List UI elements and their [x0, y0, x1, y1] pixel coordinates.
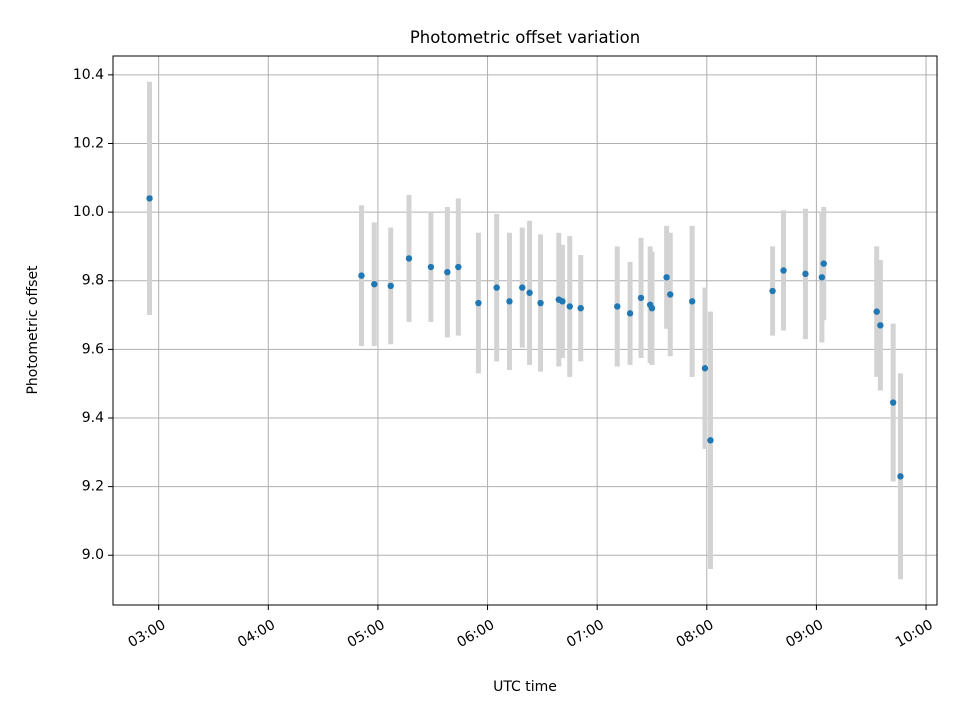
- data-point: [358, 272, 365, 279]
- y-tick-label: 9.8: [82, 273, 104, 289]
- y-tick-label: 10.0: [73, 204, 104, 220]
- data-point: [667, 291, 674, 298]
- data-point: [626, 310, 634, 317]
- data-point: [146, 195, 153, 202]
- data-point: [559, 298, 566, 305]
- y-tick-label: 9.0: [82, 547, 104, 563]
- data-point: [897, 473, 904, 480]
- data-point: [769, 287, 776, 295]
- data-point: [802, 270, 809, 278]
- plot-frame: [112, 55, 938, 606]
- data-point: [873, 308, 880, 315]
- x-tick-label: 05:00: [345, 617, 388, 651]
- data-point: [493, 284, 500, 291]
- data-point: [537, 299, 544, 307]
- x-axis: 03:00 04:00 05:00 06:00 07:00 08:00 09:00 10:00: [126, 605, 936, 651]
- data-point: [663, 274, 670, 281]
- data-point: [455, 263, 462, 271]
- data-point: [820, 260, 827, 267]
- y-tick-label: 9.2: [82, 479, 104, 495]
- x-tick-label: 04:00: [235, 617, 278, 651]
- y-axis-label: Photometric offset: [25, 265, 41, 395]
- x-tick-label: 06:00: [454, 617, 497, 651]
- x-tick-label: 03:00: [126, 617, 169, 651]
- data-point: [427, 263, 435, 271]
- y-tick-label: 10.2: [73, 135, 104, 151]
- x-tick-label: 08:00: [674, 617, 717, 651]
- plot-background: [113, 56, 937, 605]
- y-tick-label: 9.6: [82, 341, 104, 357]
- x-tick-label: 09:00: [783, 617, 826, 651]
- y-tick-label: 10.4: [73, 67, 104, 83]
- x-tick-label: 07:00: [564, 617, 607, 651]
- data-point: [889, 399, 897, 406]
- data-point: [877, 322, 884, 329]
- data-point: [614, 303, 621, 310]
- x-axis-label: UTC time: [493, 679, 557, 695]
- data-point: [637, 294, 645, 302]
- data-point: [387, 282, 394, 290]
- data-point: [780, 267, 787, 274]
- data-point: [707, 437, 714, 444]
- data-point: [506, 298, 513, 305]
- data-points: [146, 195, 904, 480]
- chart-title: Photometric offset variation: [410, 28, 640, 47]
- y-axis: 9.0 9.2 9.4 9.6 9.8 10.0 10.2 10.4: [73, 67, 113, 563]
- data-point: [371, 280, 378, 288]
- y-tick-label: 9.4: [82, 410, 104, 426]
- data-point: [566, 303, 573, 310]
- data-point: [701, 365, 709, 372]
- x-tick-label: 10:00: [893, 617, 936, 651]
- data-point: [405, 255, 413, 262]
- data-point: [444, 268, 451, 276]
- data-point: [526, 289, 533, 296]
- data-point: [818, 274, 826, 281]
- data-point: [475, 299, 482, 307]
- data-point: [688, 298, 696, 305]
- data-point: [577, 304, 584, 312]
- data-point: [519, 284, 526, 291]
- data-point: [648, 304, 656, 312]
